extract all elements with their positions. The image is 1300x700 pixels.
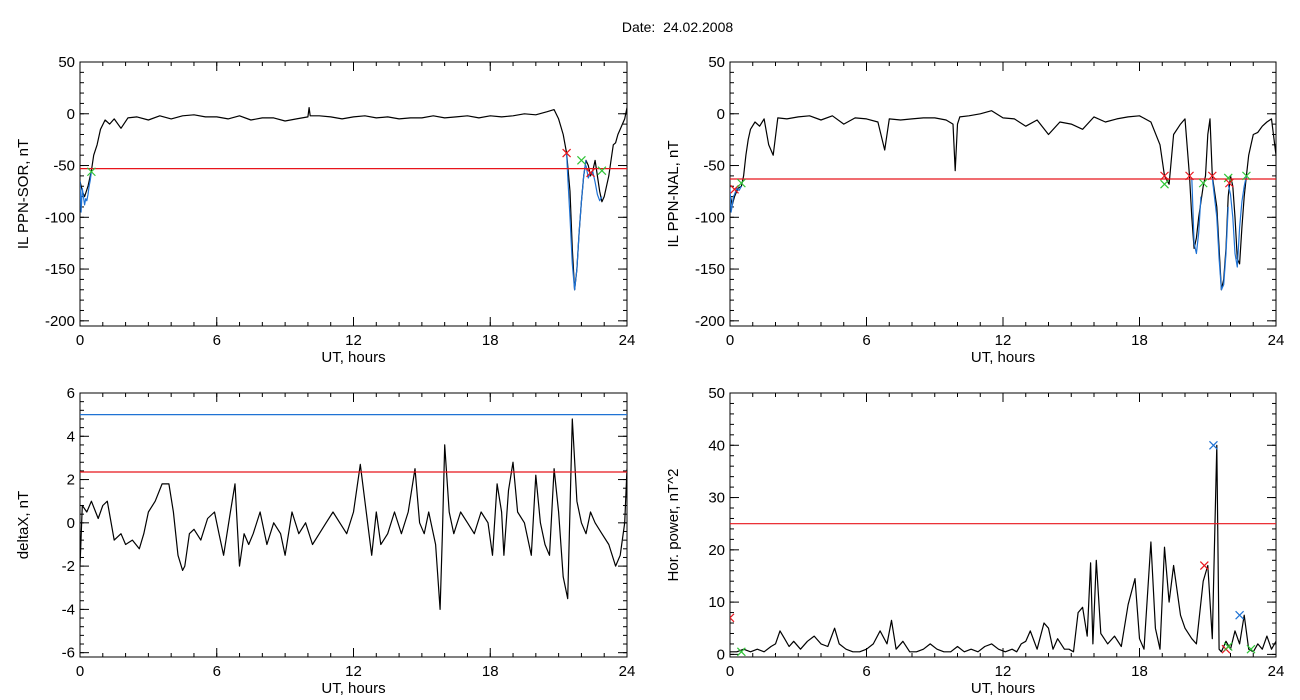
marker-green <box>736 178 746 188</box>
marker-green <box>86 167 96 177</box>
series-line-blue-5 <box>1227 175 1247 268</box>
y-tick-label: 0 <box>67 515 75 532</box>
x-tick-label: 6 <box>213 332 221 349</box>
y-tick-label: -150 <box>695 261 725 278</box>
y-tick-label: 50 <box>708 54 725 71</box>
x-axis-label: UT, hours <box>971 680 1035 697</box>
y-tick-label: 4 <box>67 428 75 445</box>
y-tick-label: 50 <box>58 54 75 71</box>
y-tick-label: 0 <box>717 106 725 123</box>
y-tick-label: 30 <box>708 490 725 507</box>
y-tick-label: 40 <box>708 437 725 454</box>
marker-green <box>576 155 586 165</box>
x-tick-label: 0 <box>76 663 84 680</box>
y-axis-label: deltaX, nT <box>15 491 32 559</box>
x-tick-label: 0 <box>76 332 84 349</box>
y-tick-label: -100 <box>695 209 725 226</box>
y-axis-label: Hor. power, nT^2 <box>665 469 682 582</box>
series-line-blue-2 <box>730 185 742 213</box>
marker-green <box>1242 171 1251 181</box>
x-tick-label: 12 <box>995 332 1012 349</box>
x-tick-label: 6 <box>862 332 870 349</box>
x-axis-label: UT, hours <box>971 349 1035 366</box>
y-tick-label: 0 <box>717 646 725 663</box>
marker-green <box>1223 642 1233 651</box>
y-tick-label: -4 <box>62 601 75 618</box>
plot-area <box>730 440 1276 657</box>
plot-frame <box>79 392 628 658</box>
y-axis-label: IL PPN-SOR, nT <box>15 139 32 249</box>
x-tick-label: 24 <box>1268 663 1285 680</box>
x-tick-label: 6 <box>862 663 870 680</box>
x-axis-label: UT, hours <box>321 349 385 366</box>
series-line-black-1 <box>80 106 627 291</box>
figure-title: Date: 24.02.2008 <box>621 19 734 35</box>
x-tick-label: 18 <box>1131 663 1148 680</box>
y-tick-label: -50 <box>703 158 725 175</box>
marker-green <box>1160 179 1169 189</box>
x-tick-label: 12 <box>345 332 362 349</box>
marker-red <box>1185 171 1194 181</box>
y-axis-label: IL PPN-NAL, nT <box>665 141 682 248</box>
marker-green <box>1198 178 1208 188</box>
x-tick-label: 6 <box>213 663 221 680</box>
marker-red <box>1199 561 1209 570</box>
x-tick-label: 12 <box>995 663 1012 680</box>
chart-panel-3: 0 6 12 18 24 6 4 2 0 -2 -4 -6 UT, hours deltaX, nT <box>15 385 635 697</box>
x-tick-label: 24 <box>1268 332 1285 349</box>
x-tick-label: 0 <box>726 332 734 349</box>
marker-green <box>736 647 746 657</box>
y-tick-label: -150 <box>45 261 75 278</box>
marker-green <box>1223 173 1233 183</box>
marker-red <box>1160 171 1169 181</box>
y-tick-label: 2 <box>67 472 75 489</box>
chart-panel-1: 0 6 12 18 24 50 0 -50 -100 -150 -200 UT, hours IL PP… <box>15 54 635 366</box>
y-tick-label: -50 <box>53 158 75 175</box>
x-tick-label: 18 <box>1131 332 1148 349</box>
chart-panel-4: 0 6 12 18 24 50 40 30 20 10 0 UT, hours Hor. power, … <box>665 385 1284 697</box>
x-tick-label: 24 <box>619 332 636 349</box>
x-tick-label: 12 <box>345 663 362 680</box>
plot-area <box>80 414 627 611</box>
plot-area <box>80 106 627 291</box>
marker-red <box>730 613 735 623</box>
y-tick-label: 20 <box>708 542 725 559</box>
x-tick-label: 18 <box>482 332 499 349</box>
marker-green <box>1246 644 1256 654</box>
series-line-black-1 <box>80 418 627 611</box>
plot-area <box>730 110 1276 291</box>
y-tick-label: -100 <box>45 209 75 226</box>
y-tick-label: -6 <box>62 645 75 662</box>
y-tick-label: -2 <box>62 558 75 575</box>
plot-frame <box>729 61 1277 327</box>
x-axis-label: UT, hours <box>321 680 385 697</box>
marker-green <box>597 166 607 176</box>
x-tick-label: 0 <box>726 663 734 680</box>
plot-frame <box>79 61 628 327</box>
marker-red <box>586 168 595 178</box>
y-tick-label: 6 <box>67 385 75 402</box>
marker-red <box>1224 178 1234 188</box>
y-tick-label: 50 <box>708 385 725 402</box>
y-tick-label: 10 <box>708 594 725 611</box>
series-line-black-1 <box>730 110 1276 291</box>
x-tick-label: 18 <box>482 663 499 680</box>
marker-blue <box>1209 440 1218 450</box>
chart-panel-2: 0 6 12 18 24 50 0 -50 -100 -150 -200 UT, hours IL PP… <box>665 54 1284 366</box>
series-line-blue-3 <box>1191 177 1202 255</box>
y-tick-label: -200 <box>45 313 75 330</box>
plot-frame <box>729 392 1277 658</box>
series-line-black-1 <box>730 444 1276 653</box>
marker-red <box>1207 171 1217 181</box>
y-tick-label: -200 <box>695 313 725 330</box>
marker-red <box>562 148 572 158</box>
x-tick-label: 24 <box>619 663 636 680</box>
series-line-blue-3 <box>566 153 587 291</box>
marker-blue <box>1235 610 1245 620</box>
series-line-blue-4 <box>1211 177 1229 291</box>
series-line-blue-2 <box>80 171 92 213</box>
y-tick-label: 0 <box>67 106 75 123</box>
